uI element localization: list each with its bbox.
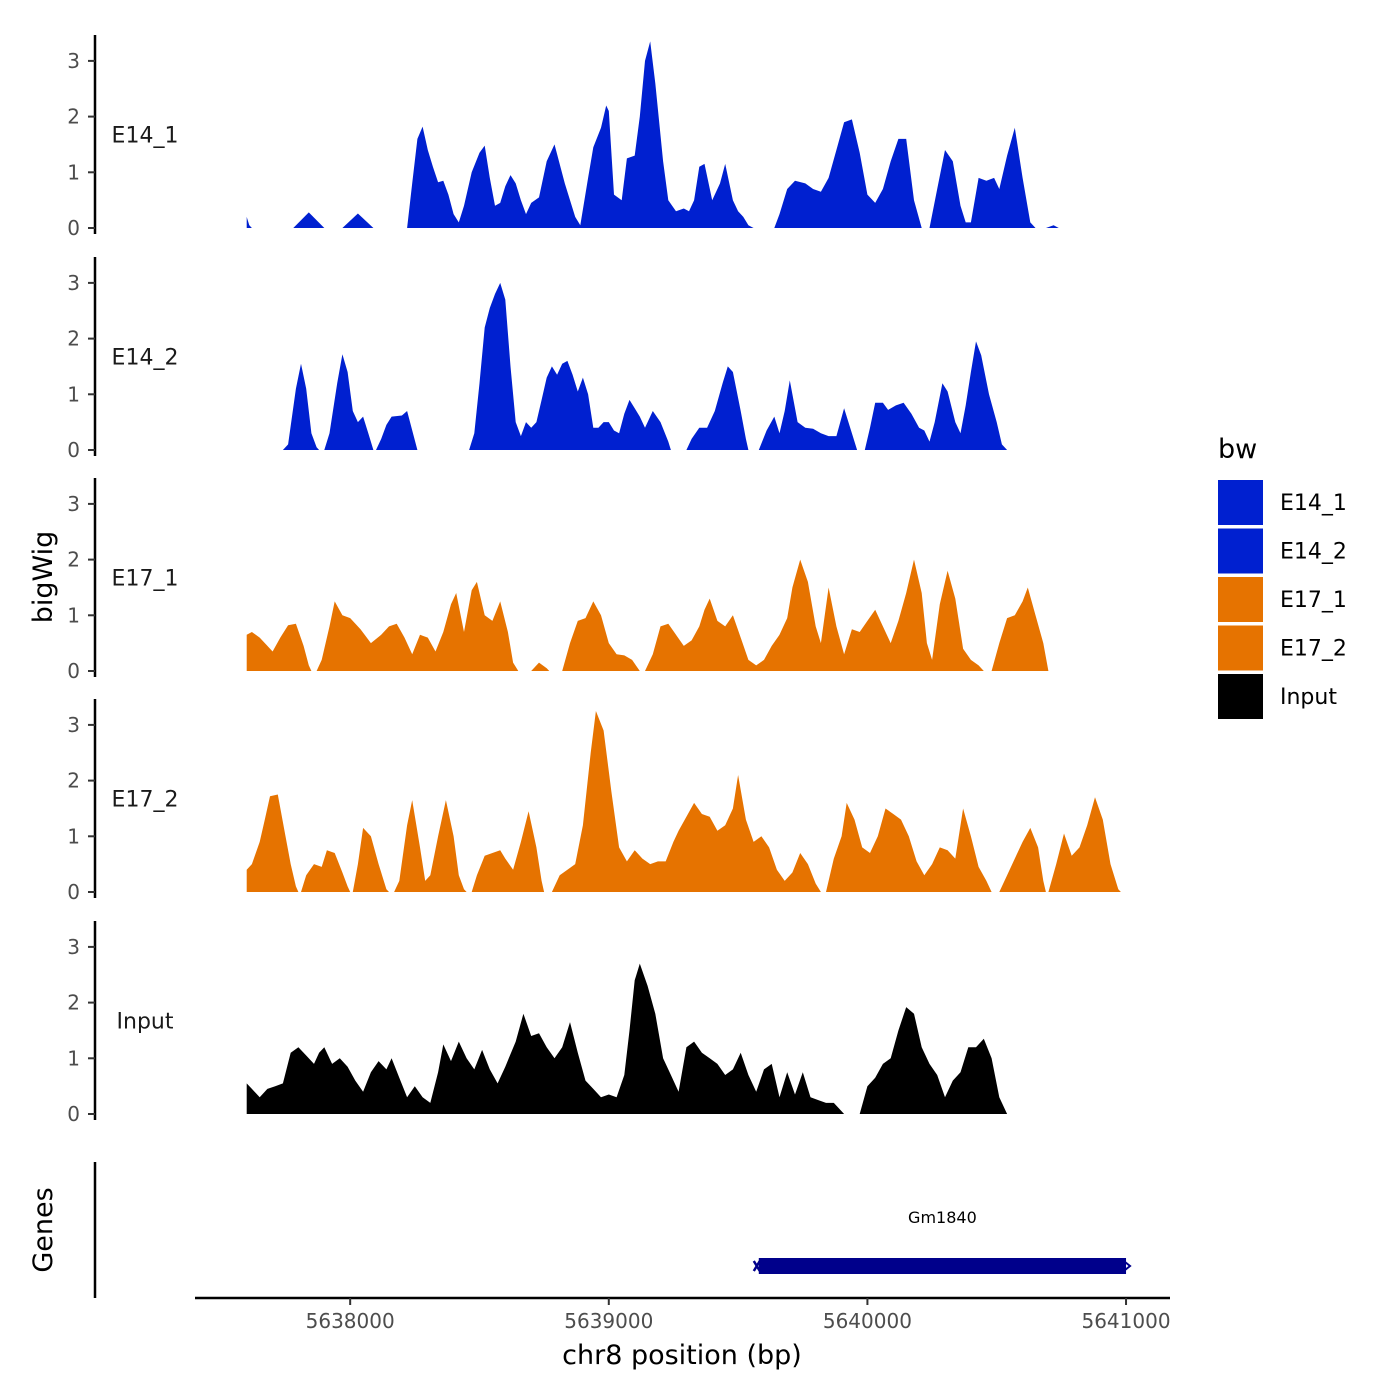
gene-end-marker bbox=[1124, 1261, 1132, 1271]
legend-label: E17_1 bbox=[1280, 588, 1347, 613]
legend-swatch bbox=[1218, 625, 1263, 671]
legend-label: E17_2 bbox=[1280, 637, 1347, 662]
y-tick-label: 1 bbox=[67, 382, 80, 406]
legend-item-input: Input bbox=[1218, 674, 1337, 719]
coverage-area bbox=[469, 282, 671, 450]
genes-panel: Gm1840 bbox=[93, 1162, 1132, 1298]
x-tick-label: 5639000 bbox=[564, 1309, 653, 1333]
coverage-area bbox=[999, 827, 1046, 892]
legend-item-e14-1: E14_1 bbox=[1218, 480, 1347, 525]
coverage-area bbox=[859, 1007, 1008, 1114]
y-tick-label: 3 bbox=[67, 935, 80, 959]
track-label: E14_1 bbox=[112, 123, 179, 148]
y-tick-label: 0 bbox=[67, 880, 80, 904]
coverage-area bbox=[407, 41, 754, 229]
genes-axis-title: Genes bbox=[28, 1187, 59, 1272]
gene-body bbox=[758, 1258, 1127, 1274]
coverage-area bbox=[774, 119, 922, 228]
coverage-area bbox=[562, 601, 640, 671]
y-tick-label: 0 bbox=[67, 216, 80, 240]
track-label: Input bbox=[117, 1009, 174, 1034]
coverage-area bbox=[686, 366, 749, 450]
legend-label: Input bbox=[1280, 685, 1337, 710]
track-label: E17_1 bbox=[112, 566, 179, 591]
gene-gm1840: Gm1840 bbox=[752, 1208, 1132, 1274]
coverage-area bbox=[246, 623, 312, 671]
y-tick-label: 2 bbox=[67, 548, 80, 572]
coverage-area bbox=[352, 827, 389, 892]
y-tick-label: 1 bbox=[67, 824, 80, 848]
y-tick-label: 1 bbox=[67, 1046, 80, 1070]
x-axis-title: chr8 position (bp) bbox=[562, 1340, 802, 1371]
legend-swatch bbox=[1218, 577, 1263, 622]
gene-label: Gm1840 bbox=[908, 1208, 977, 1227]
coverage-area bbox=[394, 800, 467, 892]
coverage-area bbox=[324, 354, 374, 450]
coverage-area bbox=[282, 363, 320, 450]
coverage-area bbox=[645, 559, 984, 671]
coverage-area bbox=[531, 662, 550, 671]
y-tick-label: 3 bbox=[67, 271, 80, 295]
coverage-area bbox=[246, 794, 299, 892]
coverage-area bbox=[246, 216, 252, 228]
coverage-area bbox=[342, 213, 374, 228]
y-tick-label: 2 bbox=[67, 327, 80, 351]
track-e14-2: 0 1 2 3 E14_2 bbox=[67, 257, 1008, 462]
coverage-area bbox=[826, 802, 992, 892]
coverage-area bbox=[991, 587, 1049, 671]
y-axis-title: bigWig bbox=[28, 531, 59, 624]
track-e14-1: 0 1 2 3 E14_1 bbox=[67, 35, 1059, 240]
coverage-area bbox=[376, 411, 418, 450]
coverage-area bbox=[1045, 225, 1059, 228]
coverage-area bbox=[246, 963, 845, 1114]
y-tick-label: 3 bbox=[67, 49, 80, 73]
legend: bw E14_1 E14_2 E17_1 E17_2 Input bbox=[1218, 434, 1347, 719]
legend-title: bw bbox=[1218, 434, 1257, 465]
y-tick-label: 1 bbox=[67, 603, 80, 627]
x-axis: 5638000 5639000 5640000 5641000 bbox=[195, 1296, 1171, 1333]
track-e17-2: 0 1 2 3 E17_2 bbox=[67, 699, 1121, 904]
y-tick-label: 1 bbox=[67, 160, 80, 184]
legend-item-e14-2: E14_2 bbox=[1218, 528, 1347, 574]
coverage-area bbox=[929, 127, 1036, 228]
legend-item-e17-2: E17_2 bbox=[1218, 625, 1347, 671]
y-tick-label: 2 bbox=[67, 105, 80, 129]
coverage-area bbox=[864, 341, 1008, 450]
y-tick-label: 0 bbox=[67, 438, 80, 462]
coverage-area bbox=[316, 581, 519, 671]
legend-label: E14_2 bbox=[1280, 540, 1347, 565]
y-tick-label: 3 bbox=[67, 492, 80, 516]
x-tick-label: 5638000 bbox=[306, 1309, 395, 1333]
y-tick-label: 3 bbox=[67, 713, 80, 737]
y-tick-label: 2 bbox=[67, 991, 80, 1015]
coverage-area bbox=[471, 811, 545, 892]
y-tick-label: 0 bbox=[67, 1102, 80, 1126]
bigwig-tracks: 0 1 2 3 E14_1 0 1 2 3 E14_2 0 1 2 3 E17_1 0 1 2 3 E17_2 0 1 2 3… bbox=[67, 35, 1121, 1126]
legend-swatch bbox=[1218, 528, 1263, 574]
y-tick-label: 0 bbox=[67, 659, 80, 683]
legend-item-e17-1: E17_1 bbox=[1218, 577, 1347, 622]
track-e17-1: 0 1 2 3 E17_1 bbox=[67, 478, 1049, 683]
x-tick-label: 5641000 bbox=[1081, 1309, 1170, 1333]
gene-start-marker bbox=[752, 1260, 761, 1272]
coverage-area bbox=[301, 850, 351, 892]
legend-swatch bbox=[1218, 674, 1263, 719]
legend-label: E14_1 bbox=[1280, 491, 1347, 516]
coverage-area bbox=[551, 711, 821, 892]
legend-swatch bbox=[1218, 480, 1263, 525]
x-tick-label: 5640000 bbox=[823, 1309, 912, 1333]
track-input: 0 1 2 3 Input bbox=[67, 921, 1008, 1126]
track-label: E17_2 bbox=[112, 787, 179, 812]
track-label: E14_2 bbox=[112, 345, 179, 370]
y-tick-label: 2 bbox=[67, 769, 80, 793]
coverage-area bbox=[293, 212, 325, 228]
coverage-area bbox=[758, 380, 858, 450]
coverage-area bbox=[1048, 797, 1121, 892]
